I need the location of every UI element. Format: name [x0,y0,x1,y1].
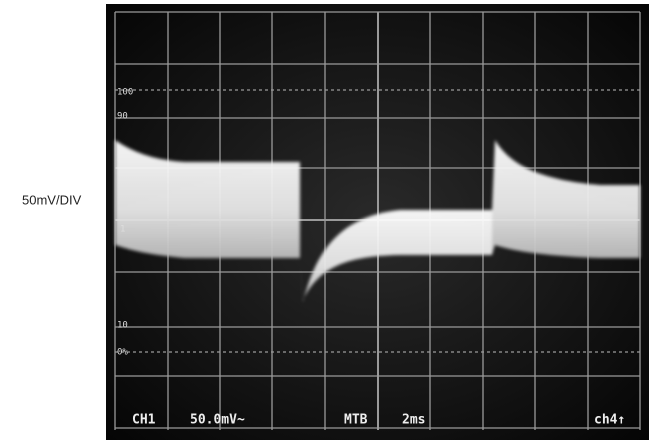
readout-timebase: MTB [344,413,368,428]
readout-trigger: ch4↑ [594,413,625,428]
scope-photo: 50mV/DIV 100 90 1 10 0% CH1 50.0mV~ MTB … [0,0,649,440]
readout-time: 2ms [402,413,425,428]
marker-10: 10 [117,321,128,331]
vertical-scale-label: 50mV/DIV [22,192,82,207]
readout-volts: 50.0mV~ [190,413,245,428]
marker-90: 90 [117,112,128,122]
marker-1: 1 [120,225,125,235]
marker-100: 100 [117,88,133,98]
marker-0: 0% [117,348,128,358]
page: 50mV/DIV 100 90 1 10 0% CH1 50.0mV~ MTB … [0,0,649,440]
readout-channel: CH1 [132,413,156,428]
